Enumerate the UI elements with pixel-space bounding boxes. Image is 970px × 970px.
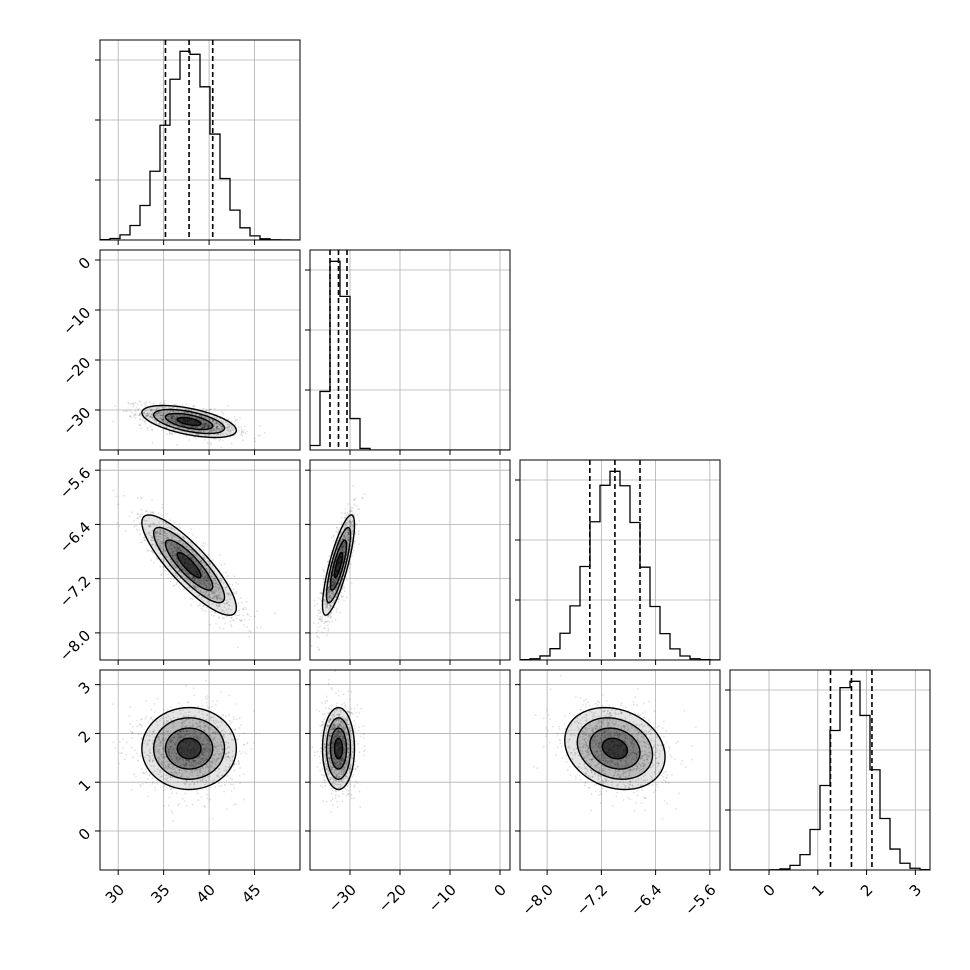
y-tick-label: 2 xyxy=(75,727,94,746)
panel-3-0: 30 35 40 45 0 1 2 3 xyxy=(75,669,301,907)
panel-frame xyxy=(309,249,511,451)
x-tick-label: 0 xyxy=(759,881,778,900)
x-tick-label: −5.6 xyxy=(681,881,719,919)
x-tick-label: 30 xyxy=(102,881,128,907)
contour-line xyxy=(601,737,629,760)
x-tick-label: 0 xyxy=(490,881,509,900)
contour-line xyxy=(589,727,641,770)
density-fill xyxy=(602,738,628,759)
contour-line xyxy=(141,706,238,791)
contour-line xyxy=(152,408,226,435)
density-fill xyxy=(334,552,343,578)
contour-line xyxy=(321,706,356,791)
density-fill xyxy=(334,738,343,759)
contour-line xyxy=(164,539,214,591)
x-tick-label: −30 xyxy=(325,881,360,916)
panel-frame xyxy=(519,669,721,871)
x-tick-label: −6.4 xyxy=(627,881,665,919)
contour-line xyxy=(329,727,348,770)
panel-2-2 xyxy=(515,459,721,665)
contour-line xyxy=(164,412,214,431)
panel-frame xyxy=(519,459,721,661)
contour-line xyxy=(325,717,352,780)
panel-frame xyxy=(99,249,301,451)
contour-line xyxy=(176,416,202,427)
x-tick-label: −8.0 xyxy=(519,881,557,919)
panel-frame xyxy=(99,459,301,661)
x-tick-label: 2 xyxy=(857,881,876,900)
contour-line xyxy=(333,737,344,760)
y-tick-label: −7.2 xyxy=(56,572,94,610)
contour-line xyxy=(576,717,654,780)
panel-0-0 xyxy=(95,39,301,245)
panel-frame xyxy=(729,669,931,871)
x-tick-label: 40 xyxy=(193,881,219,907)
y-tick-label: 0 xyxy=(75,825,94,844)
contour-line xyxy=(141,404,238,439)
histogram-p1 xyxy=(310,260,510,450)
y-tick-label: −5.6 xyxy=(56,464,94,502)
contour-line xyxy=(141,514,238,616)
panel-3-2: −8.0 −7.2 −6.4 −5.6 xyxy=(515,669,721,919)
y-tick-label: 0 xyxy=(75,254,94,273)
histogram-p2 xyxy=(520,470,720,660)
contour-line xyxy=(176,551,202,579)
contour-line xyxy=(176,737,202,760)
panel-3-1: −30 −20 −10 0 xyxy=(305,669,511,916)
density-fill xyxy=(177,552,201,578)
density-fill xyxy=(177,417,201,426)
y-tick-label: −8.0 xyxy=(56,627,94,665)
y-tick-label: −20 xyxy=(59,354,94,389)
panel-1-0: −30 −20 −10 0 xyxy=(59,249,301,455)
panel-2-0: −8.0 −7.2 −6.4 −5.6 xyxy=(56,459,301,665)
x-tick-label: −7.2 xyxy=(573,881,611,919)
contour-line xyxy=(333,551,344,579)
x-tick-label: 45 xyxy=(238,881,264,907)
y-tick-label: 1 xyxy=(75,776,94,795)
contour-line xyxy=(325,526,352,604)
y-tick-label: −10 xyxy=(59,304,94,339)
panel-frame xyxy=(99,39,301,241)
histogram-p0 xyxy=(100,50,300,240)
x-tick-label: 3 xyxy=(906,881,925,900)
panel-frame xyxy=(309,459,511,661)
x-tick-label: −10 xyxy=(425,881,460,916)
contour-line xyxy=(152,526,226,604)
contour-line xyxy=(152,717,226,780)
x-tick-label: 35 xyxy=(147,881,173,907)
panel-3-3: 0 1 2 3 xyxy=(725,669,931,900)
panel-frame xyxy=(309,669,511,871)
x-tick-label: 1 xyxy=(808,881,827,900)
x-tick-label: −20 xyxy=(375,881,410,916)
contour-line xyxy=(321,514,356,616)
y-tick-label: −6.4 xyxy=(56,518,94,556)
contour-line xyxy=(329,539,348,591)
density-fill xyxy=(177,738,201,759)
y-tick-label: 3 xyxy=(75,678,94,697)
panel-1-1 xyxy=(305,249,511,455)
contour-line xyxy=(164,727,214,770)
panel-frame xyxy=(99,669,301,871)
panel-2-1 xyxy=(305,459,511,665)
y-tick-label: −30 xyxy=(59,404,94,439)
contour-line xyxy=(564,706,666,791)
